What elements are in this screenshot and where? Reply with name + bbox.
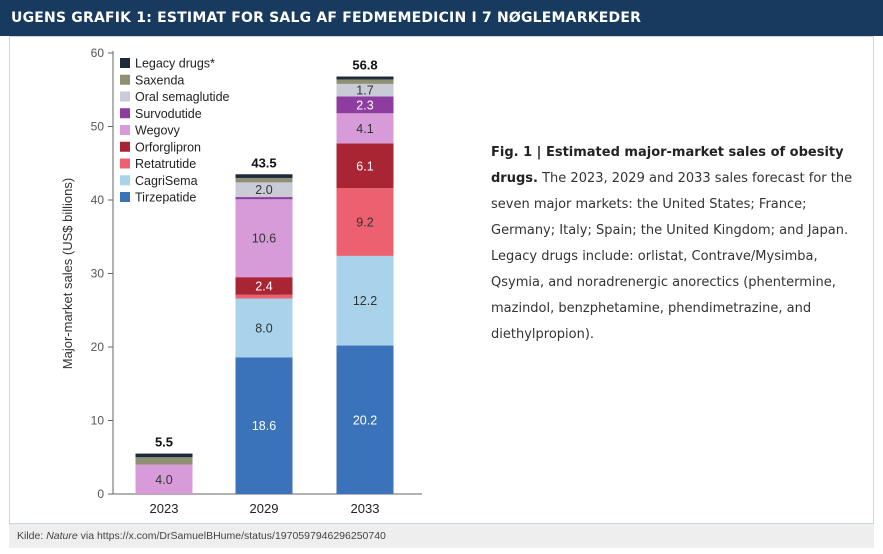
header-banner: UGENS GRAFIK 1: ESTIMAT FOR SALG AF FEDM… xyxy=(0,0,883,36)
y-tick-label: 40 xyxy=(91,193,105,207)
bar-segment-survodutide-2033 xyxy=(336,96,394,114)
x-tick-label-2029: 2029 xyxy=(250,501,279,516)
y-tick-label: 0 xyxy=(97,487,104,501)
legend-swatch-oral-semaglutide xyxy=(120,91,130,102)
bar-segment-survodutide-2029 xyxy=(235,197,293,200)
chart-legend: Legacy drugs* Saxenda Oral semaglutide Surv… xyxy=(120,57,230,205)
bar-segment-cagrisema-2029 xyxy=(235,298,293,358)
figure-caption: Fig. 1 | Estimated major-market sales of… xyxy=(491,140,861,348)
total-label-2033: 56.8 xyxy=(352,58,377,73)
bar-segment-wegovy-2029 xyxy=(235,199,293,278)
legend-label-oral-semaglutide: Oral semaglutide xyxy=(135,90,230,104)
legend-swatch-legacy-drugs xyxy=(120,58,130,68)
bar-segment-orforglipron-2029 xyxy=(235,277,293,295)
segment-label-oral-semaglutide-2033: 1.7 xyxy=(356,84,373,98)
bar-segment-legacy-drugs-2029 xyxy=(235,174,293,178)
segment-label-wegovy-2023: 4.0 xyxy=(155,473,172,487)
chart-panel: 0 10 20 30 40 50 60 Major-market sales (US$ bil… xyxy=(9,36,874,524)
legend-label-wegovy: Wegovy xyxy=(135,124,181,138)
y-tick-label: 20 xyxy=(91,340,105,354)
stacked-bar-chart: 0 10 20 30 40 50 60 Major-market sales (US$ bil… xyxy=(60,46,422,516)
source-url: via https://x.com/DrSamuelBHume/status/1… xyxy=(80,530,386,542)
segment-label-survodutide-2033: 2.3 xyxy=(356,98,373,112)
y-axis-label: Major-market sales (US$ billions) xyxy=(60,178,75,369)
segment-label-tirzepatide-2029: 18.6 xyxy=(252,419,276,433)
legend-label-tirzepatide: Tirzepatide xyxy=(135,191,196,205)
legend-swatch-wegovy xyxy=(120,125,130,135)
bar-segment-tirzepatide-2033 xyxy=(336,345,394,494)
segment-label-cagrisema-2033: 12.2 xyxy=(353,294,377,308)
legend-swatch-cagrisema xyxy=(120,175,130,186)
bar-segment-oral-semaglutide-2033 xyxy=(336,83,394,97)
legend-swatch-survodutide xyxy=(120,108,130,119)
segment-label-cagrisema-2029: 8.0 xyxy=(255,321,272,335)
legend-swatch-retatrutide xyxy=(120,158,130,169)
caption-title: Fig. 1 | Estimated major-market sales of… xyxy=(491,145,844,186)
bar-segment-orforglipron-2033 xyxy=(336,143,394,189)
source-prefix: Kilde: xyxy=(17,530,44,542)
total-label-2029: 43.5 xyxy=(251,155,276,170)
total-label-2023: 5.5 xyxy=(155,435,173,450)
bar-segment-saxenda-2033 xyxy=(336,79,394,84)
chart-bars: 4.0 5.5 2023 18.6 8.0 2.4 10.6 2.0 43.5 2029 20.2 1… xyxy=(135,58,394,516)
bar-segment-retatrutide-2029 xyxy=(235,294,293,299)
bar-segment-legacy-drugs-2023 xyxy=(135,453,193,458)
bar-segment-saxenda-2029 xyxy=(235,177,293,183)
source-journal: Nature xyxy=(46,530,78,542)
segment-label-wegovy-2033: 4.1 xyxy=(356,122,373,136)
chart-axes: 0 10 20 30 40 50 60 Major-market sales (US$ bil… xyxy=(60,46,422,501)
bar-segment-wegovy-2033 xyxy=(336,113,394,144)
legend-label-cagrisema: CagriSema xyxy=(135,174,198,188)
y-tick-label: 10 xyxy=(91,414,105,428)
segment-label-wegovy-2029: 10.6 xyxy=(252,232,276,246)
bar-segment-cagrisema-2033 xyxy=(336,255,394,346)
x-tick-label-2033: 2033 xyxy=(351,501,380,516)
bar-segment-wegovy-2023 xyxy=(135,464,193,494)
y-tick-label: 50 xyxy=(91,120,105,134)
bar-segment-legacy-drugs-2033 xyxy=(336,76,394,80)
bar-segment-tirzepatide-2029 xyxy=(235,357,293,494)
bar-segment-saxenda-2023 xyxy=(135,457,193,465)
legend-label-survodutide: Survodutide xyxy=(135,107,202,121)
segment-label-tirzepatide-2033: 20.2 xyxy=(353,413,377,427)
segment-label-orforglipron-2029: 2.4 xyxy=(255,279,272,293)
segment-label-oral-semaglutide-2029: 2.0 xyxy=(255,183,272,197)
bar-segment-oral-semaglutide-2029 xyxy=(235,182,293,198)
legend-label-retatrutide: Retatrutide xyxy=(135,157,196,171)
y-tick-label: 30 xyxy=(91,267,105,281)
source-footer: Kilde: Nature via https://x.com/DrSamuel… xyxy=(9,524,874,548)
legend-swatch-saxenda xyxy=(120,74,130,85)
legend-label-legacy-drugs: Legacy drugs* xyxy=(135,57,215,71)
legend-swatch-tirzepatide xyxy=(120,192,130,202)
bar-segment-retatrutide-2033 xyxy=(336,188,394,256)
legend-label-saxenda: Saxenda xyxy=(135,73,184,87)
y-tick-label: 60 xyxy=(91,46,105,60)
legend-swatch-orforglipron xyxy=(120,141,130,152)
caption-body: The 2023, 2029 and 2033 sales forecast f… xyxy=(491,171,853,342)
legend-label-orforglipron: Orforglipron xyxy=(135,140,201,154)
x-tick-label-2023: 2023 xyxy=(150,501,179,516)
segment-label-retatrutide-2033: 9.2 xyxy=(356,216,373,230)
header-title: UGENS GRAFIK 1: ESTIMAT FOR SALG AF FEDM… xyxy=(11,10,642,26)
segment-label-orforglipron-2033: 6.1 xyxy=(356,159,373,173)
